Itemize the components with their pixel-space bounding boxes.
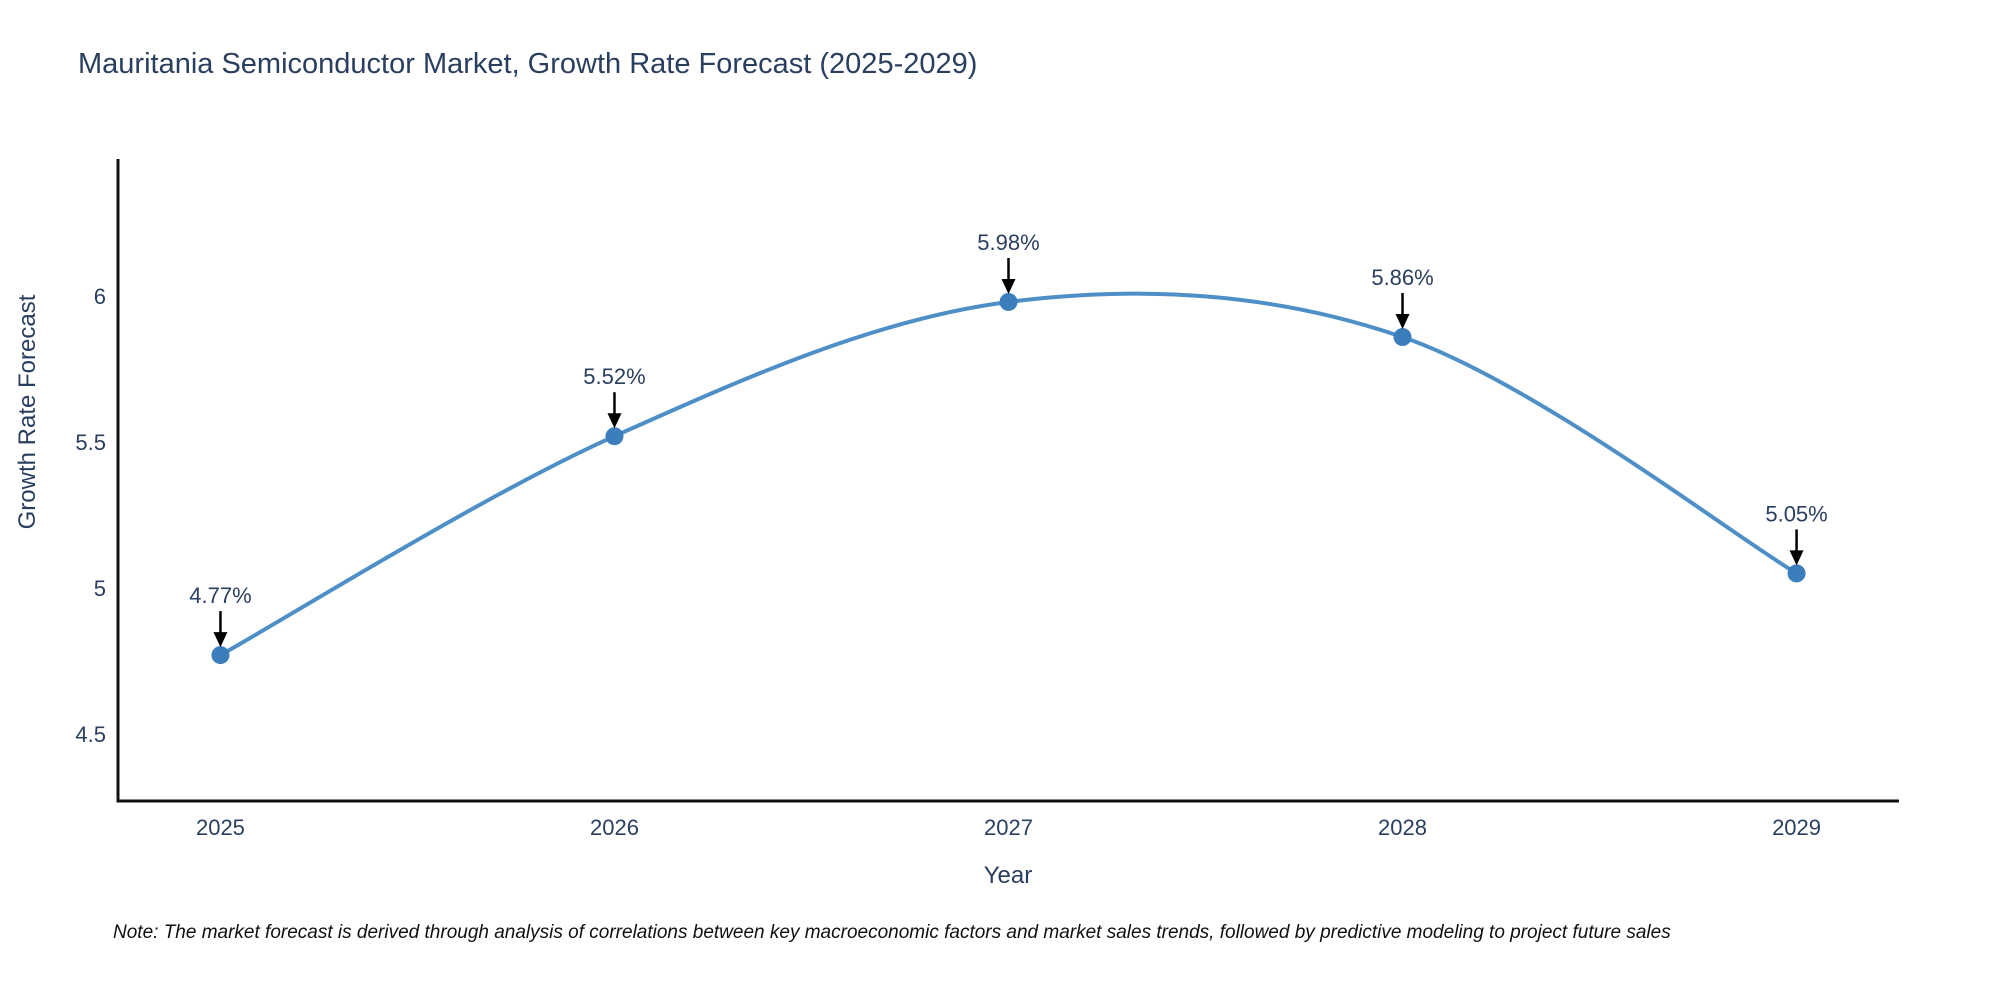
- annotation-arrowhead-icon: [607, 413, 622, 429]
- data-point-marker: [999, 292, 1018, 311]
- point-value-label: 4.77%: [189, 583, 251, 608]
- annotation-arrowhead-icon: [213, 632, 228, 648]
- footnote: Note: The market forecast is derived thr…: [113, 922, 1671, 943]
- point-annotations: 4.77% 5.52% 5.98% 5.86% 5.05%: [189, 230, 1828, 648]
- axes: [116, 159, 1899, 803]
- x-tick-label: 2026: [590, 815, 639, 840]
- y-axis-title: Growth Rate Forecast: [14, 294, 41, 529]
- point-value-label: 5.52%: [583, 364, 645, 389]
- x-axis-title: Year: [984, 862, 1033, 889]
- data-point-marker: [1787, 564, 1806, 583]
- tick-labels: 4.5 5 5.5 6 2025 2026 2027 2028 2029: [75, 284, 1821, 840]
- annotation-arrowhead-icon: [1395, 314, 1410, 330]
- y-tick-label: 4.5: [75, 722, 106, 747]
- y-tick-label: 6: [94, 284, 106, 309]
- y-tick-label: 5: [94, 576, 106, 601]
- annotation-arrowhead-icon: [1789, 550, 1804, 566]
- data-point-marker: [211, 646, 230, 665]
- y-tick-label: 5.5: [75, 430, 106, 455]
- data-point-marker: [1393, 328, 1412, 347]
- x-tick-label: 2025: [196, 815, 245, 840]
- chart-title: Mauritania Semiconductor Market, Growth …: [78, 48, 978, 80]
- point-value-label: 5.86%: [1371, 265, 1433, 290]
- data-point-marker: [605, 427, 624, 446]
- x-tick-label: 2028: [1378, 815, 1427, 840]
- x-tick-label: 2029: [1772, 815, 1821, 840]
- series-line: [219, 291, 1798, 657]
- line-series: [211, 291, 1806, 665]
- point-value-label: 5.05%: [1765, 501, 1827, 526]
- point-value-label: 5.98%: [977, 230, 1039, 255]
- annotation-arrowhead-icon: [1001, 278, 1016, 294]
- x-tick-label: 2027: [984, 815, 1033, 840]
